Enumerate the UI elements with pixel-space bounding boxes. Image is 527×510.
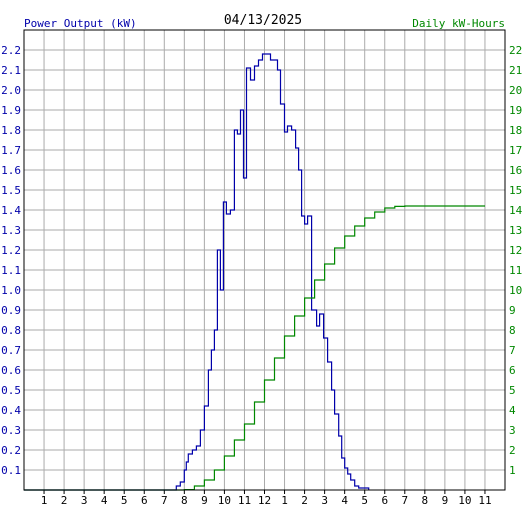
right-y-tick-label: 6 [509, 364, 516, 377]
x-tick-label: 8 [422, 494, 429, 507]
right-y-tick-label: 9 [509, 304, 516, 317]
right-y-tick-label: 12 [509, 244, 522, 257]
series-lines [24, 53, 485, 491]
left-y-tick-label: 2.2 [1, 44, 21, 57]
x-tick-label: 5 [361, 494, 368, 507]
right-y-tick-label: 10 [509, 284, 522, 297]
x-tick-label: 6 [141, 494, 148, 507]
right-y-tick-label: 3 [509, 424, 516, 437]
plot-frame [23, 29, 506, 491]
x-tick-label: 11 [238, 494, 251, 507]
right-y-tick-label: 22 [509, 44, 522, 57]
x-tick-label: 11 [478, 494, 491, 507]
left-y-tick-label: 0.9 [1, 304, 21, 317]
left-y-tick-label: 0.7 [1, 344, 21, 357]
right-y-tick-label: 21 [509, 64, 522, 77]
x-tick-label: 10 [458, 494, 471, 507]
left-y-tick-label: 2.1 [1, 64, 21, 77]
right-y-tick-label: 13 [509, 224, 522, 237]
left-y-tick-label: 0.8 [1, 324, 21, 337]
left-y-tick-label: 0.2 [1, 444, 21, 457]
left-y-tick-label: 1.9 [1, 104, 21, 117]
right-y-tick-label: 11 [509, 264, 522, 277]
right-y-tick-label: 17 [509, 144, 522, 157]
right-axis-title: Daily kW-Hours [412, 17, 505, 30]
left-y-tick-label: 1.2 [1, 244, 21, 257]
left-y-tick-label: 1.4 [1, 204, 21, 217]
x-tick-label: 2 [61, 494, 68, 507]
x-tick-label: 1 [41, 494, 48, 507]
power-series-line [24, 53, 370, 491]
right-y-tick-label: 2 [509, 444, 516, 457]
x-tick-label: 9 [201, 494, 208, 507]
left-y-tick-label: 0.4 [1, 404, 21, 417]
x-tick-label: 8 [181, 494, 188, 507]
left-y-tick-label: 1.8 [1, 124, 21, 137]
x-tick-label: 7 [161, 494, 168, 507]
left-y-tick-labels: 0.1 0.2 0.3 0.4 0.5 0.6 0.7 0.8 0.9 1.0 1.1 1.2 1.3 1… [1, 44, 21, 477]
x-tick-label: 3 [321, 494, 328, 507]
right-y-tick-label: 7 [509, 344, 516, 357]
x-tick-label: 3 [81, 494, 88, 507]
right-y-tick-label: 8 [509, 324, 516, 337]
x-tick-label: 2 [301, 494, 308, 507]
left-y-tick-label: 2.0 [1, 84, 21, 97]
grid-lines [24, 30, 505, 490]
x-tick-label: 4 [101, 494, 108, 507]
x-tick-label: 5 [121, 494, 128, 507]
right-y-tick-label: 14 [509, 204, 523, 217]
x-tick-label: 6 [381, 494, 388, 507]
left-y-tick-label: 1.6 [1, 164, 21, 177]
x-tick-label: 10 [218, 494, 231, 507]
right-y-tick-label: 18 [509, 124, 522, 137]
right-y-tick-label: 19 [509, 104, 522, 117]
right-y-tick-label: 1 [509, 464, 516, 477]
x-tick-labels: 1 2 3 4 5 6 7 8 9 10 11 12 1 2 3 4 5 6 7 8 9 10 11 [41, 490, 492, 507]
right-y-tick-label: 4 [509, 404, 516, 417]
x-tick-label: 12 [258, 494, 271, 507]
left-y-tick-label: 1.7 [1, 144, 21, 157]
left-y-tick-label: 1.0 [1, 284, 21, 297]
left-y-tick-label: 1.1 [1, 264, 21, 277]
x-tick-label: 9 [442, 494, 449, 507]
left-y-tick-label: 1.5 [1, 184, 21, 197]
left-axis-title: Power Output (kW) [24, 17, 137, 30]
left-y-tick-label: 0.5 [1, 384, 21, 397]
left-y-tick-label: 1.3 [1, 224, 21, 237]
chart-title: 04/13/2025 [224, 13, 302, 28]
left-y-tick-label: 0.6 [1, 364, 21, 377]
right-y-tick-label: 20 [509, 84, 522, 97]
x-tick-label: 7 [401, 494, 408, 507]
right-y-tick-label: 16 [509, 164, 522, 177]
energy-series-line [24, 205, 485, 491]
x-tick-label: 4 [341, 494, 348, 507]
right-y-tick-label: 5 [509, 384, 516, 397]
left-y-tick-label: 0.3 [1, 424, 21, 437]
left-y-tick-label: 0.1 [1, 464, 21, 477]
right-y-tick-label: 15 [509, 184, 522, 197]
x-tick-label: 1 [281, 494, 288, 507]
